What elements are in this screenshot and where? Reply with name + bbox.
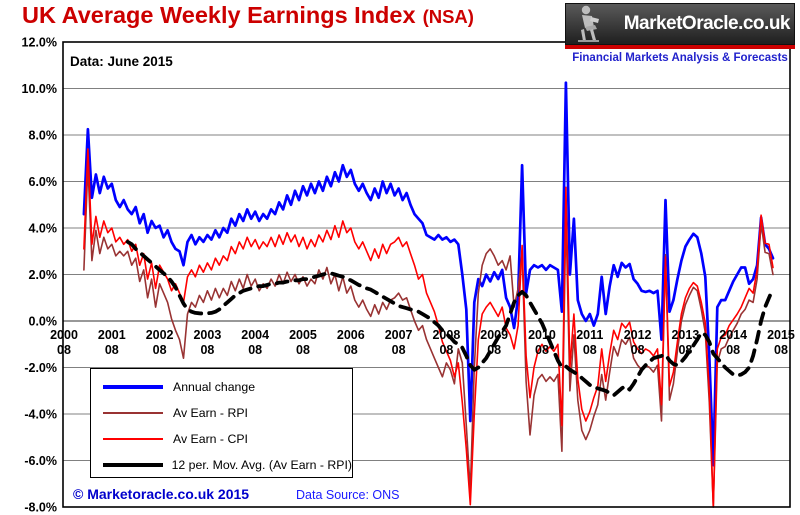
page-title: UK Average Weekly Earnings Index (NSA) (22, 2, 474, 29)
x-axis-tick-label-year: 2003 (193, 328, 221, 342)
x-axis-tick-label-month: 08 (153, 343, 167, 357)
legend-line-sample (101, 434, 165, 444)
legend-label: Av Earn - CPI (173, 432, 248, 446)
y-axis-tick-label: -4.0% (24, 408, 57, 422)
x-axis-tick-label-year: 2011 (576, 328, 603, 342)
x-axis-tick-label-year: 2000 (50, 328, 78, 342)
legend-line-sample (101, 382, 165, 392)
x-axis-tick-label-month: 08 (248, 343, 262, 357)
x-axis-tick-label-month: 08 (200, 343, 214, 357)
logo-red-stripe (565, 45, 795, 49)
x-axis-tick-label-year: 2001 (98, 328, 126, 342)
x-axis-tick-label-month: 08 (439, 343, 453, 357)
y-axis-tick-label: 8.0% (29, 129, 58, 143)
legend-item-annual-change: Annual change (91, 374, 352, 400)
x-axis-tick-label-month: 08 (57, 343, 71, 357)
legend-label: Av Earn - RPI (173, 406, 248, 420)
logo-tagline: Financial Markets Analysis & Forecasts (565, 52, 795, 64)
x-axis-tick-label-year: 2012 (624, 328, 652, 342)
page-title-suffix: (NSA) (423, 6, 474, 28)
page-title-main: UK Average Weekly Earnings Index (22, 2, 416, 29)
x-axis-tick-label-year: 2007 (385, 328, 413, 342)
legend-item-12-per-mov-avg-av-earn-rpi-: 12 per. Mov. Avg. (Av Earn - RPI) (91, 452, 352, 478)
y-axis-tick-label: 6.0% (29, 175, 58, 189)
legend-label: Annual change (173, 380, 255, 394)
chart-figure: 12.0% 10.0% 8.0% 6.0% 4.0% 2.0% 0.0% -2.0% -4.0%… (0, 0, 800, 515)
x-axis-tick-label-year: 2013 (671, 328, 699, 342)
x-axis-tick-label-month: 08 (583, 343, 597, 357)
legend: Annual change Av Earn - RPI Av Earn - CPI 1… (90, 368, 353, 478)
legend-item-av-earn-rpi: Av Earn - RPI (91, 400, 352, 426)
x-axis-tick-label-month: 08 (631, 343, 645, 357)
y-axis-tick-label: 10.0% (22, 82, 57, 96)
legend-line-sample (101, 408, 165, 418)
x-axis-tick-label-year: 2005 (289, 328, 317, 342)
x-axis-tick-label-year: 2002 (146, 328, 174, 342)
legend-label: 12 per. Mov. Avg. (Av Earn - RPI) (172, 458, 352, 472)
x-axis-tick-label-year: 2015 (767, 328, 795, 342)
y-axis-tick-label: -8.0% (24, 501, 57, 515)
data-note: Data: June 2015 (70, 54, 173, 69)
x-axis-tick-label-month: 08 (487, 343, 501, 357)
marketoracle-logo: MarketOracle.co.uk Financial Markets Ana… (565, 3, 795, 64)
x-axis-tick-label-year: 2009 (480, 328, 508, 342)
copyright-note: © Marketoracle.co.uk 2015 (73, 486, 249, 502)
logo-banner: MarketOracle.co.uk (565, 3, 795, 45)
x-axis-tick-label-month: 08 (678, 343, 692, 357)
x-axis-tick-label-year: 2006 (337, 328, 365, 342)
y-axis-tick-label: 12.0% (22, 36, 57, 50)
y-axis-tick-label: 0.0% (29, 315, 58, 329)
legend-line-sample (101, 460, 164, 470)
y-axis-tick-label: 2.0% (29, 268, 58, 282)
y-axis-tick-label: -2.0% (24, 361, 57, 375)
x-axis-tick-label-month: 08 (535, 343, 549, 357)
x-axis-tick-label-month: 08 (296, 343, 310, 357)
oracle-figure-icon (573, 5, 603, 43)
x-axis-tick-label-month: 08 (344, 343, 358, 357)
x-axis-tick-label-month: 08 (392, 343, 406, 357)
logo-site-name: MarketOracle.co.uk (624, 13, 790, 35)
y-axis-tick-label: 4.0% (29, 222, 58, 236)
data-source-note: Data Source: ONS (296, 488, 400, 502)
x-axis-tick-label-month: 08 (774, 343, 788, 357)
x-axis-tick-label-year: 2004 (241, 328, 269, 342)
x-axis-tick-label-year: 2014 (719, 328, 747, 342)
x-axis-tick-label-year: 2008 (432, 328, 460, 342)
x-axis-tick-label-month: 08 (105, 343, 119, 357)
x-axis-tick-label-year: 2010 (528, 328, 556, 342)
legend-item-av-earn-cpi: Av Earn - CPI (91, 426, 352, 452)
x-axis-tick-label-month: 08 (726, 343, 740, 357)
y-axis-tick-label: -6.0% (24, 454, 57, 468)
